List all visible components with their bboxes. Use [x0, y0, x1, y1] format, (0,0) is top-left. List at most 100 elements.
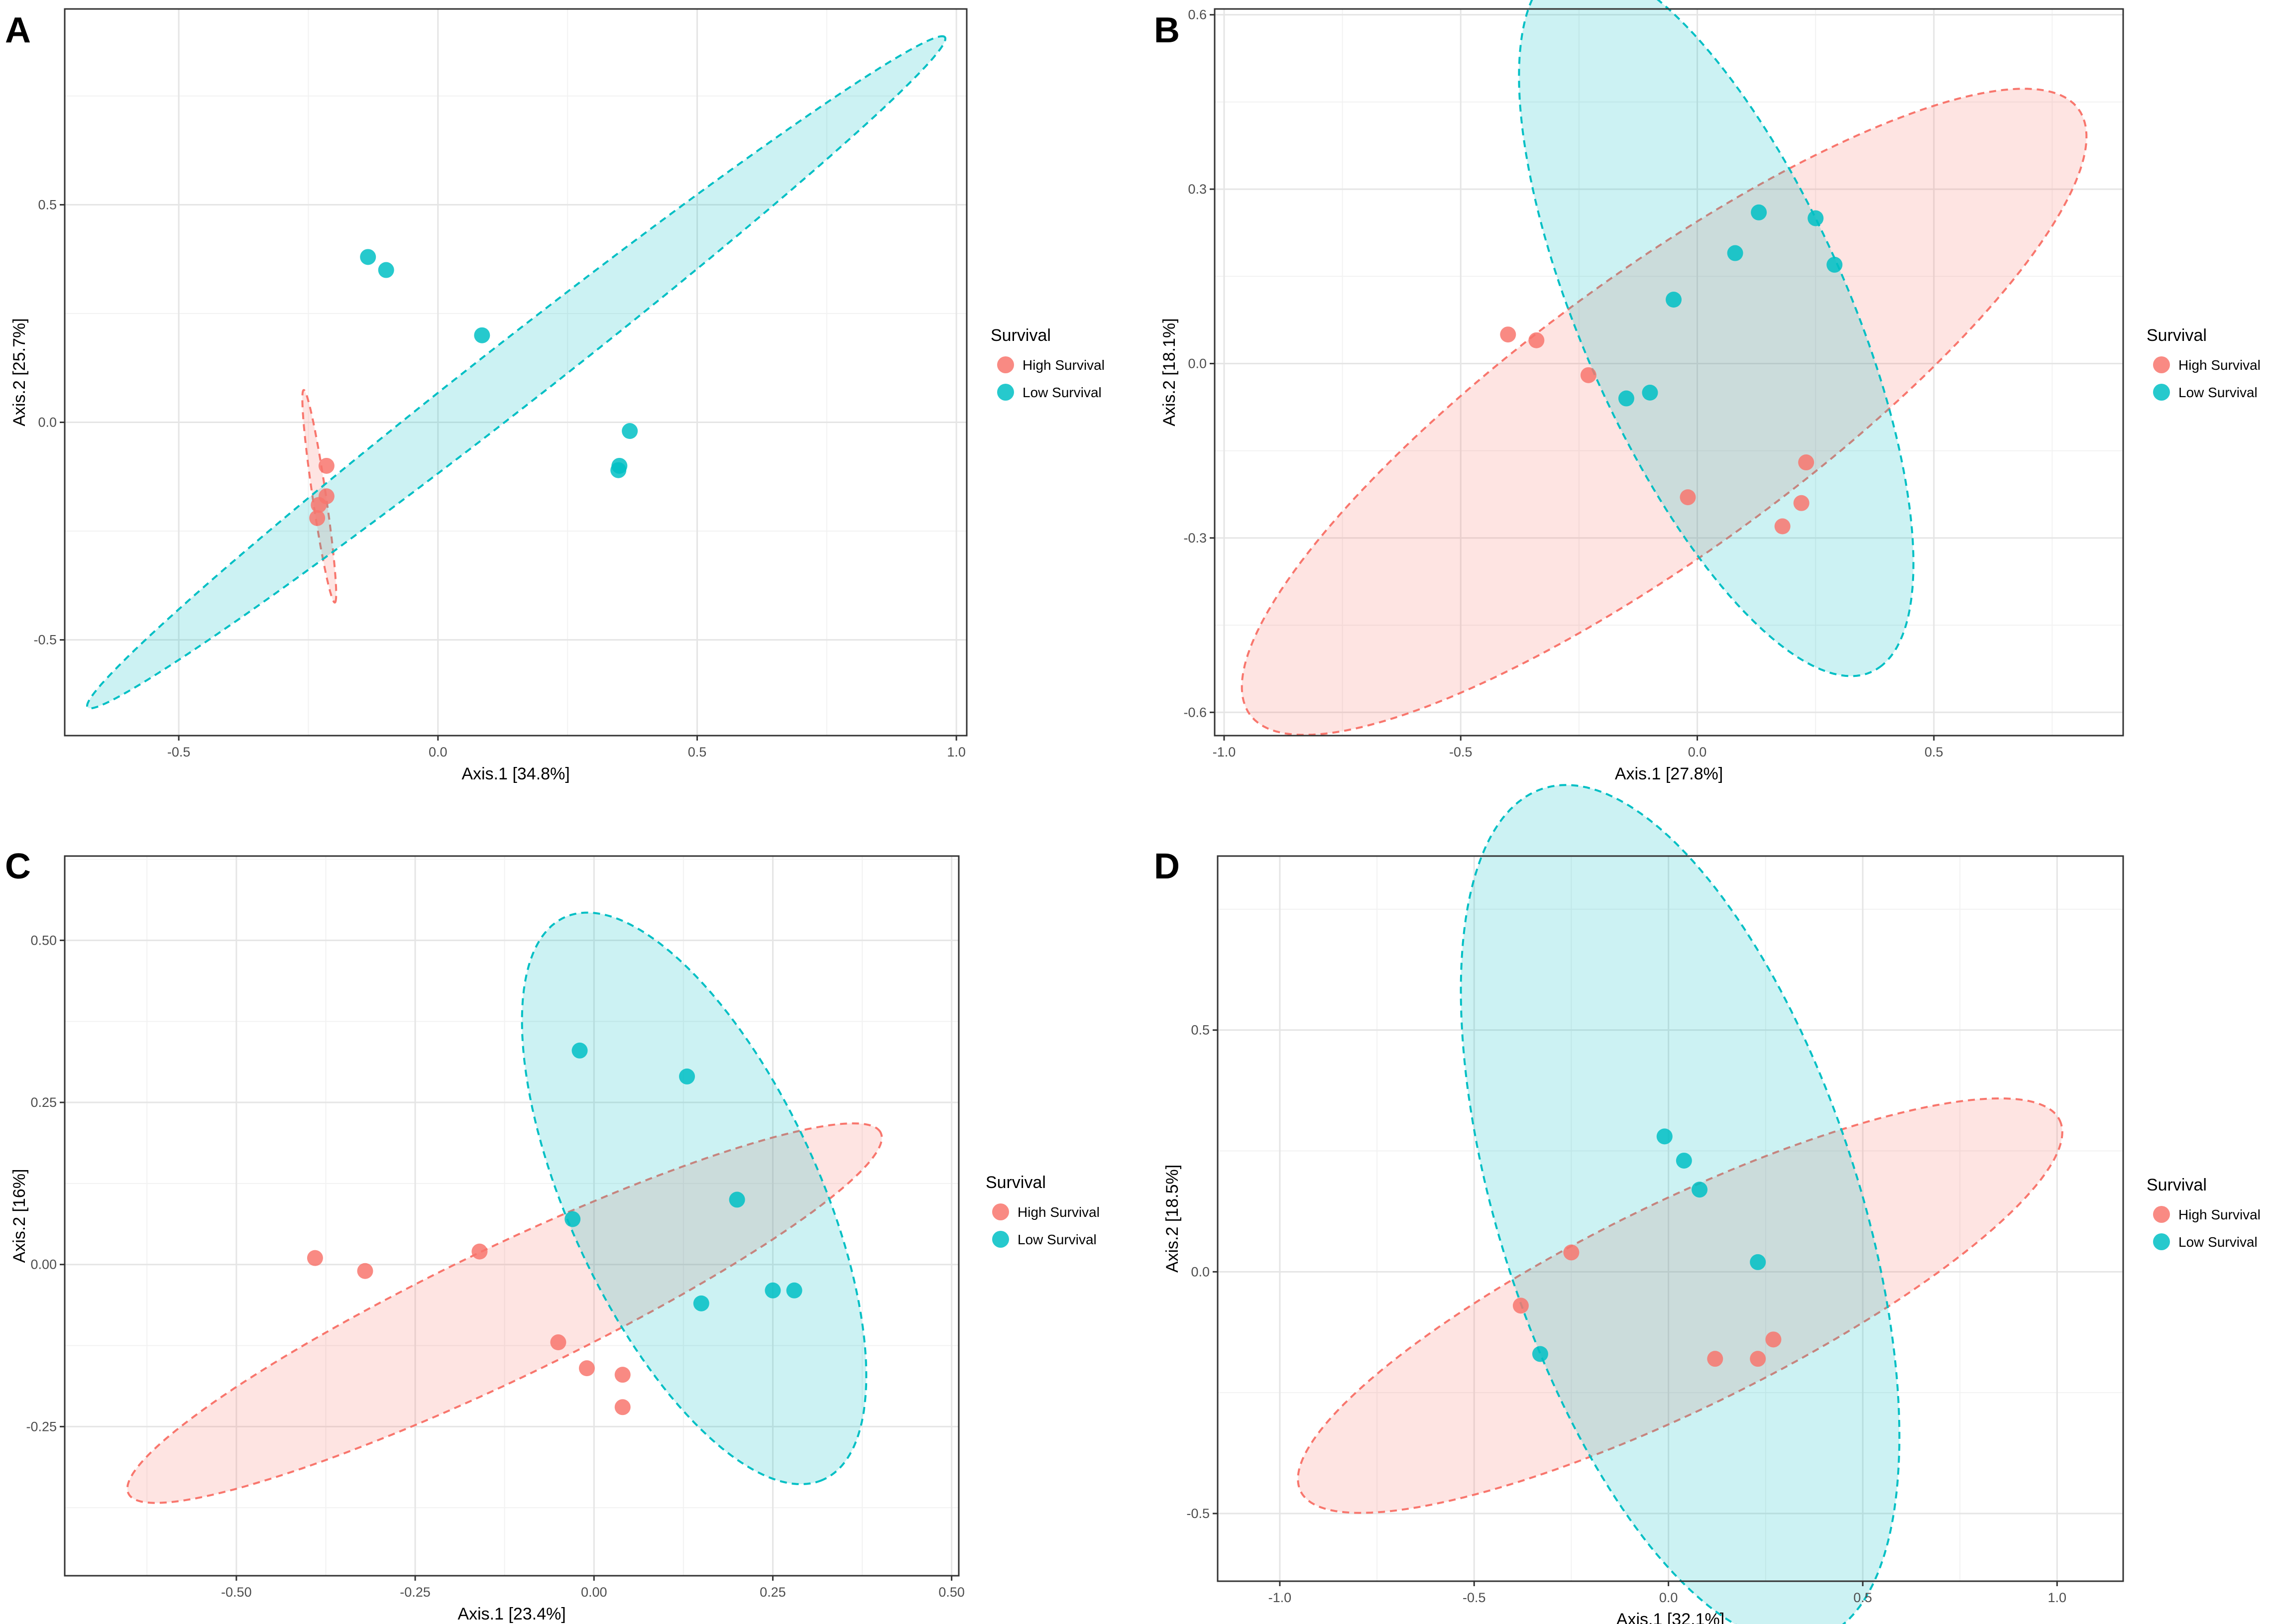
y-axis-title: Axis.2 [18.1%]	[1160, 318, 1179, 426]
y-tick-label: 0.5	[1191, 1023, 1210, 1038]
point-low-survival	[1656, 1128, 1673, 1145]
plot-border	[64, 855, 960, 1577]
panel-letter: A	[5, 10, 31, 50]
x-tick-label: -1.0	[1213, 745, 1236, 759]
legend-key-high-survival	[2153, 1206, 2170, 1223]
point-low-survival	[1666, 292, 1682, 308]
y-tick-label: 0.25	[30, 1095, 57, 1110]
x-axis-title: Axis.1 [34.8%]	[461, 764, 569, 783]
point-high-survival	[357, 1263, 373, 1279]
y-axis-title: Axis.2 [25.7%]	[10, 318, 29, 426]
legend-key-low-survival	[992, 1231, 1009, 1248]
point-high-survival	[318, 457, 335, 474]
point-high-survival	[1563, 1244, 1580, 1261]
y-tick-label: 0.3	[1188, 182, 1207, 197]
point-low-survival	[1751, 204, 1767, 220]
point-low-survival	[786, 1282, 802, 1299]
point-low-survival	[1676, 1152, 1692, 1169]
x-axis-title: Axis.1 [27.8%]	[1615, 764, 1723, 783]
ellipse-high-survival	[1241, 88, 2088, 736]
y-tick-label: -0.5	[1186, 1506, 1210, 1521]
point-high-survival	[1512, 1298, 1529, 1314]
y-tick-label: 0.00	[30, 1257, 57, 1272]
point-low-survival	[1692, 1182, 1708, 1198]
point-low-survival	[679, 1068, 695, 1084]
point-high-survival	[1793, 495, 1810, 511]
legend-key-low-survival	[997, 384, 1014, 401]
x-tick-label: 0.5	[1925, 745, 1943, 759]
x-tick-label: 0.0	[1659, 1590, 1678, 1605]
x-tick-label: 0.25	[760, 1585, 786, 1600]
legend-key-high-survival	[2153, 356, 2170, 373]
y-tick-label: 0.0	[1188, 356, 1207, 371]
x-tick-label: -0.25	[400, 1585, 431, 1600]
legend: Survival High Survival Low Survival	[2147, 1176, 2261, 1250]
y-tick-label: -0.25	[26, 1419, 57, 1434]
plot-border	[1214, 8, 2124, 737]
point-low-survival	[622, 423, 638, 439]
legend-key-high-survival	[992, 1203, 1009, 1220]
x-tick-label: -0.50	[221, 1585, 252, 1600]
legend-label: Low Survival	[2178, 385, 2258, 400]
point-high-survival	[307, 1250, 323, 1266]
panel-letter: D	[1154, 847, 1180, 886]
point-high-survival	[311, 497, 327, 513]
y-tick-label: 0.6	[1188, 7, 1207, 22]
y-axis-title: Axis.2 [16%]	[10, 1169, 29, 1263]
plot-background	[1215, 9, 2123, 736]
y-tick-label: 0.5	[38, 197, 57, 212]
y-tick-label: 0.50	[30, 933, 57, 948]
x-axis-title: Axis.1 [23.4%]	[457, 1605, 566, 1624]
legend-title: Survival	[2147, 1176, 2207, 1194]
ellipse-low-survival	[521, 911, 868, 1486]
point-high-survival	[1680, 489, 1696, 506]
x-tick-label: 1.0	[947, 745, 966, 759]
plot-border	[1217, 855, 2124, 1582]
ellipse-low-survival	[1460, 784, 1901, 1624]
ellipse-low-survival	[1518, 0, 1915, 677]
point-high-survival	[1528, 332, 1545, 348]
point-low-survival	[693, 1295, 709, 1311]
legend-label: Low Survival	[1022, 385, 1102, 400]
point-high-survival	[614, 1367, 631, 1383]
legend-label: Low Survival	[2178, 1234, 2258, 1250]
point-low-survival	[474, 327, 490, 343]
legend: Survival High Survival Low Survival	[2147, 326, 2261, 401]
point-high-survival	[1774, 518, 1791, 535]
y-tick-label: -0.3	[1183, 531, 1207, 545]
panel-d: -1.0 -0.5 0.0 0.5 1.0 -0.5 0.0 0.5 Axis.1 [32.1%…	[1154, 784, 2261, 1624]
point-low-survival	[1618, 390, 1634, 407]
point-high-survival	[1707, 1351, 1723, 1367]
x-tick-label: 0.5	[1853, 1590, 1872, 1605]
point-low-survival	[360, 249, 376, 265]
legend-label: High Survival	[2178, 1207, 2261, 1222]
point-high-survival	[309, 510, 326, 526]
y-axis-title: Axis.2 [18.5%]	[1163, 1165, 1182, 1273]
x-tick-label: 0.00	[581, 1585, 607, 1600]
ellipse-high-survival	[126, 1122, 883, 1504]
point-high-survival	[578, 1360, 595, 1377]
point-high-survival	[1500, 326, 1516, 343]
point-low-survival	[378, 262, 394, 278]
x-axis-title: Axis.1 [32.1%]	[1616, 1610, 1724, 1624]
x-tick-label: -0.5	[1463, 1590, 1486, 1605]
point-high-survival	[1798, 454, 1815, 471]
point-low-survival	[610, 462, 627, 478]
panel-letter: C	[5, 847, 31, 886]
point-low-survival	[1532, 1346, 1548, 1362]
point-low-survival	[765, 1282, 781, 1299]
plot-background	[65, 9, 967, 736]
x-tick-label: 0.0	[429, 745, 448, 759]
x-tick-label: 0.50	[938, 1585, 965, 1600]
legend-label: High Survival	[2178, 357, 2261, 373]
x-tick-label: -0.5	[167, 745, 191, 759]
x-tick-label: 0.5	[688, 745, 707, 759]
panel-b: -1.0 -0.5 0.0 0.5 -0.6 -0.3 0.0 0.3 0.6 Axis.1 [2…	[1154, 0, 2261, 783]
x-tick-label: -1.0	[1268, 1590, 1292, 1605]
point-low-survival	[571, 1042, 588, 1059]
x-tick-label: -0.5	[1449, 745, 1473, 759]
panel-letter: B	[1154, 10, 1180, 50]
point-low-survival	[1808, 210, 1824, 226]
point-high-survival	[550, 1334, 567, 1351]
